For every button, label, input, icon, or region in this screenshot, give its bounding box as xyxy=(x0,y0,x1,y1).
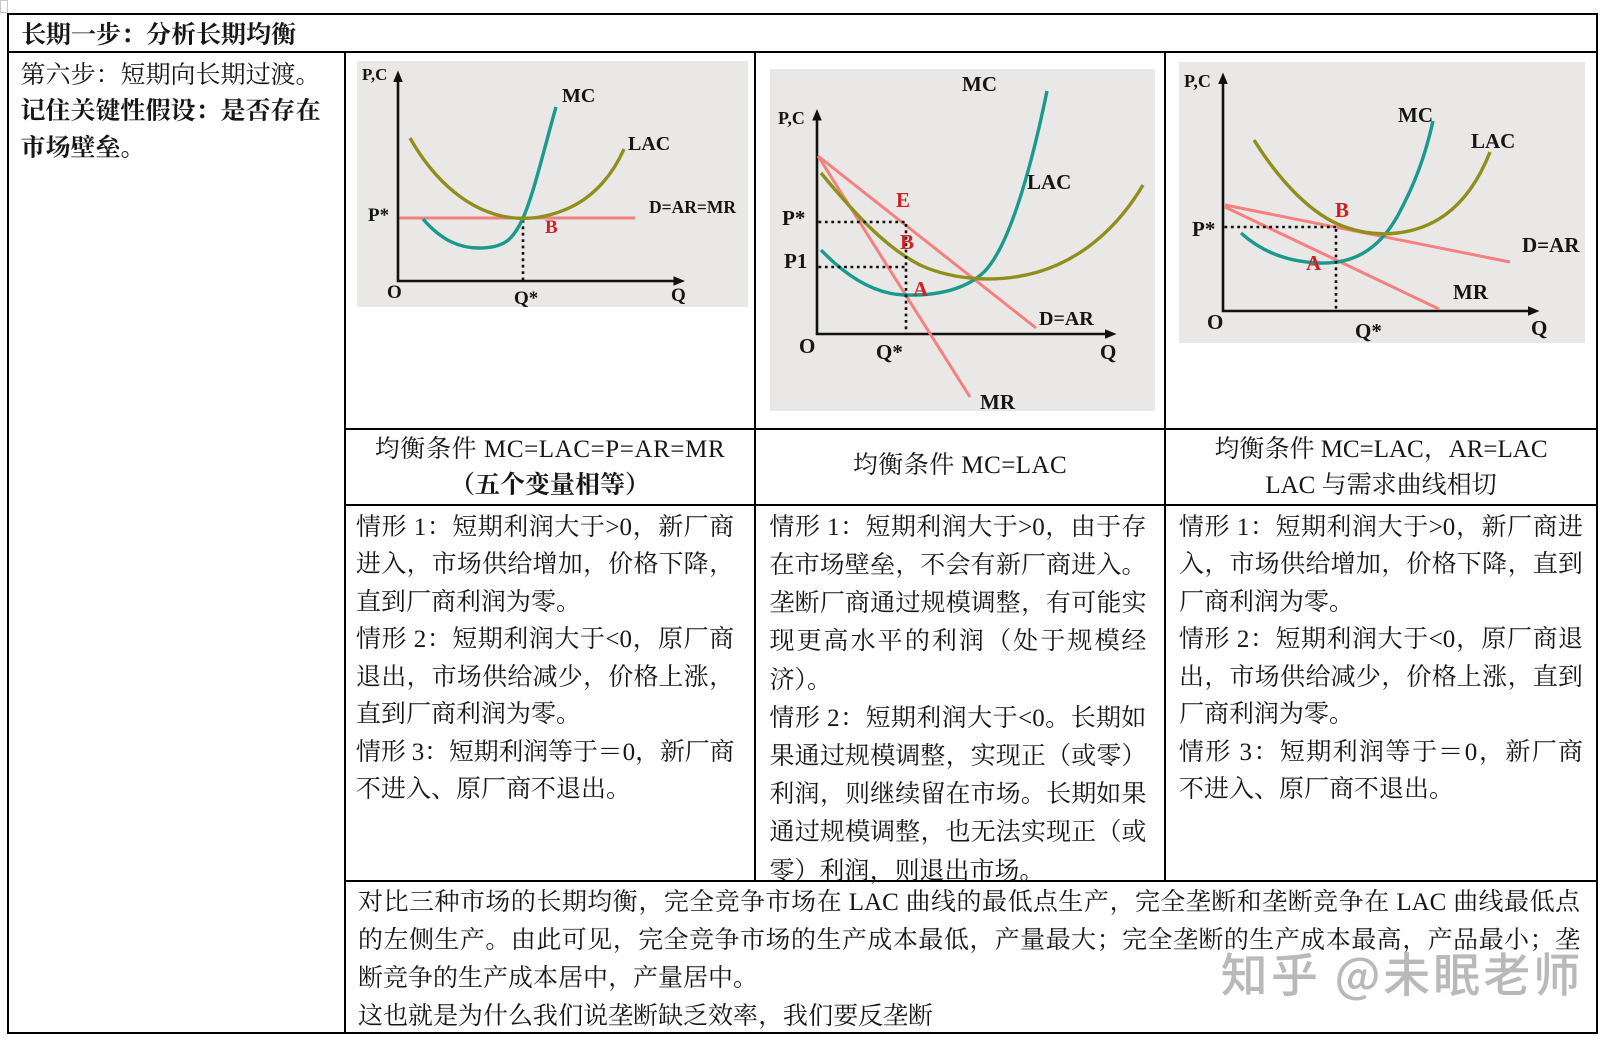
svg-text:Q: Q xyxy=(671,285,686,306)
svg-text:MR: MR xyxy=(1453,280,1489,304)
svg-text:P,C: P,C xyxy=(778,108,805,128)
svg-text:A: A xyxy=(913,277,929,301)
svg-text:D=AR=MR: D=AR=MR xyxy=(649,197,736,217)
svg-text:P1: P1 xyxy=(784,249,807,273)
svg-text:P*: P* xyxy=(368,205,389,226)
svg-text:P,C: P,C xyxy=(1184,71,1211,91)
svg-text:Q*: Q* xyxy=(876,340,903,364)
svg-text:D=AR: D=AR xyxy=(1522,233,1580,257)
svg-text:D=AR: D=AR xyxy=(1039,308,1094,330)
svg-text:LAC: LAC xyxy=(1471,129,1515,153)
svg-text:P*: P* xyxy=(782,206,805,230)
svg-text:E: E xyxy=(896,188,910,212)
svg-text:O: O xyxy=(387,282,402,303)
svg-text:P*: P* xyxy=(1192,217,1215,241)
svg-text:Q: Q xyxy=(1100,340,1116,364)
svg-text:MC: MC xyxy=(562,85,595,107)
svg-text:MR: MR xyxy=(980,390,1016,411)
svg-text:LAC: LAC xyxy=(1027,170,1071,194)
svg-text:O: O xyxy=(799,334,815,358)
svg-text:LAC: LAC xyxy=(628,133,670,155)
svg-text:P,C: P,C xyxy=(362,65,387,84)
svg-text:B: B xyxy=(1335,198,1349,222)
svg-text:A: A xyxy=(1306,251,1322,275)
svg-text:Q*: Q* xyxy=(1355,319,1382,343)
svg-text:Q: Q xyxy=(1531,316,1547,340)
svg-text:B: B xyxy=(900,230,914,254)
svg-text:Q*: Q* xyxy=(514,288,538,307)
svg-text:MC: MC xyxy=(1398,103,1433,127)
svg-text:B: B xyxy=(545,217,558,238)
svg-text:MC: MC xyxy=(962,72,997,96)
svg-text:O: O xyxy=(1207,310,1223,334)
